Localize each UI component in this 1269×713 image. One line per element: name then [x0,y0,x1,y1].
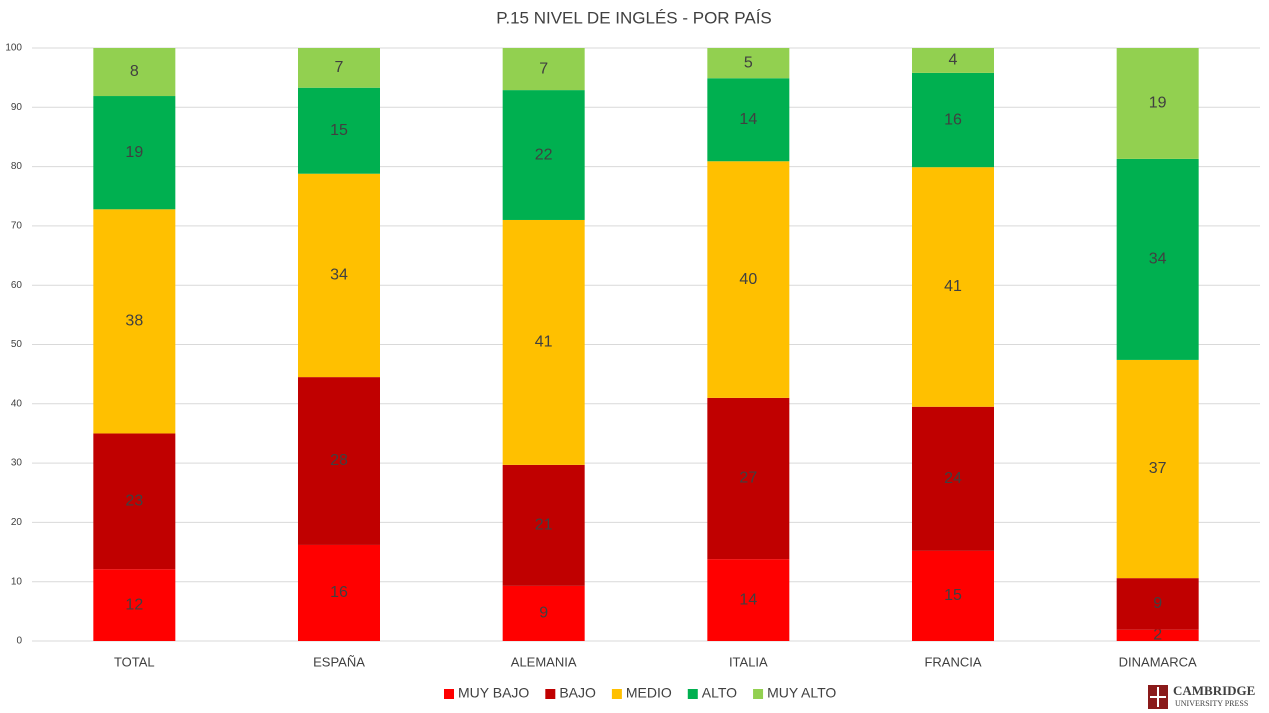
logo-name: CAMBRIDGE [1173,683,1255,698]
data-label: 15 [330,122,348,139]
data-label: 14 [739,111,757,128]
bar-segment [912,72,994,168]
data-label: 37 [1149,460,1167,477]
bar-segment [93,48,176,97]
legend-swatch [753,689,764,699]
y-tick-label: 20 [11,517,23,528]
data-label: 38 [125,313,143,330]
bar-segment [298,544,380,641]
x-tick-label: ESPAÑA [313,654,365,669]
bar-segment [912,48,994,73]
data-label: 9 [539,605,548,622]
logo: CAMBRIDGE UNIVERSITY PRESS [1148,683,1255,709]
data-label: 34 [330,267,348,284]
data-label: 16 [944,111,962,128]
legend-label: MUY ALTO [767,685,836,701]
bar-segment [912,167,994,407]
data-label: 9 [1153,595,1162,612]
data-label: 15 [944,587,962,604]
bar-segment [1116,629,1199,641]
bar-segment [1116,359,1199,579]
data-label: 23 [125,493,143,510]
data-label: 19 [1149,95,1167,112]
bar-segment [707,559,790,641]
x-tick-label: ALEMANIA [511,654,577,669]
data-label: 28 [330,452,348,469]
y-tick-label: 40 [11,398,23,409]
bar-segment [93,433,176,570]
data-label: 4 [949,52,958,69]
legend-label: ALTO [702,685,737,701]
bar-segment [707,397,790,560]
data-label: 16 [330,584,348,601]
bar-segment [707,78,790,162]
bar-segment [298,48,380,88]
legend-swatch [611,689,622,699]
bar-segment [912,406,994,551]
data-label: 40 [739,271,757,288]
bar-segment [1116,578,1199,630]
chart-title: P.15 NIVEL DE INGLÉS - POR PAÍS [496,8,772,27]
data-label: 8 [130,63,139,80]
y-tick-label: 50 [11,339,23,350]
data-label: 19 [125,144,143,161]
bar-segment [502,90,585,220]
data-label: 27 [739,470,757,487]
legend-label: MEDIO [626,685,672,701]
bar-segment [502,585,585,641]
data-label: 5 [744,54,753,71]
data-label: 14 [739,591,757,608]
legend-label: BAJO [559,685,596,701]
y-tick-label: 70 [11,221,23,232]
data-label: 41 [535,334,553,351]
bar-segment [1116,48,1199,159]
data-label: 34 [1149,251,1167,268]
logo-sub: UNIVERSITY PRESS [1175,699,1248,708]
legend-label: MUY BAJO [458,685,529,701]
x-tick-label: TOTAL [114,654,155,669]
legend-swatch [444,689,454,699]
data-label: 21 [535,517,553,534]
bar-segment [93,569,176,641]
x-tick-label: DINAMARCA [1119,654,1197,669]
bar-segment [912,550,994,641]
y-tick-label: 100 [5,43,22,54]
bar-segment [298,173,380,378]
y-tick-label: 30 [11,458,23,469]
bar-segment [1116,158,1199,360]
y-tick-label: 90 [11,102,23,113]
legend-swatch [545,689,556,699]
y-tick-label: 0 [16,636,22,647]
bar-segment [707,48,790,79]
data-label: 41 [944,278,962,295]
x-tick-label: ITALIA [729,654,768,669]
data-label: 7 [539,60,548,77]
bar-segment [93,209,176,434]
bar-segment [502,219,585,465]
bar-segment [502,464,585,586]
data-label: 2 [1153,627,1162,644]
y-tick-label: 80 [11,161,23,172]
bar-segment [502,48,585,91]
bar-segment [298,377,380,545]
bar-segment [93,96,176,210]
bar-segment [707,161,790,398]
y-tick-label: 10 [11,576,23,587]
x-tick-label: FRANCIA [924,654,981,669]
bar-segment [298,87,380,174]
y-tick-label: 60 [11,280,23,291]
legend-swatch [687,689,698,699]
data-label: 24 [944,470,962,487]
data-label: 12 [125,596,143,613]
data-label: 7 [335,59,344,76]
data-label: 22 [535,146,553,163]
